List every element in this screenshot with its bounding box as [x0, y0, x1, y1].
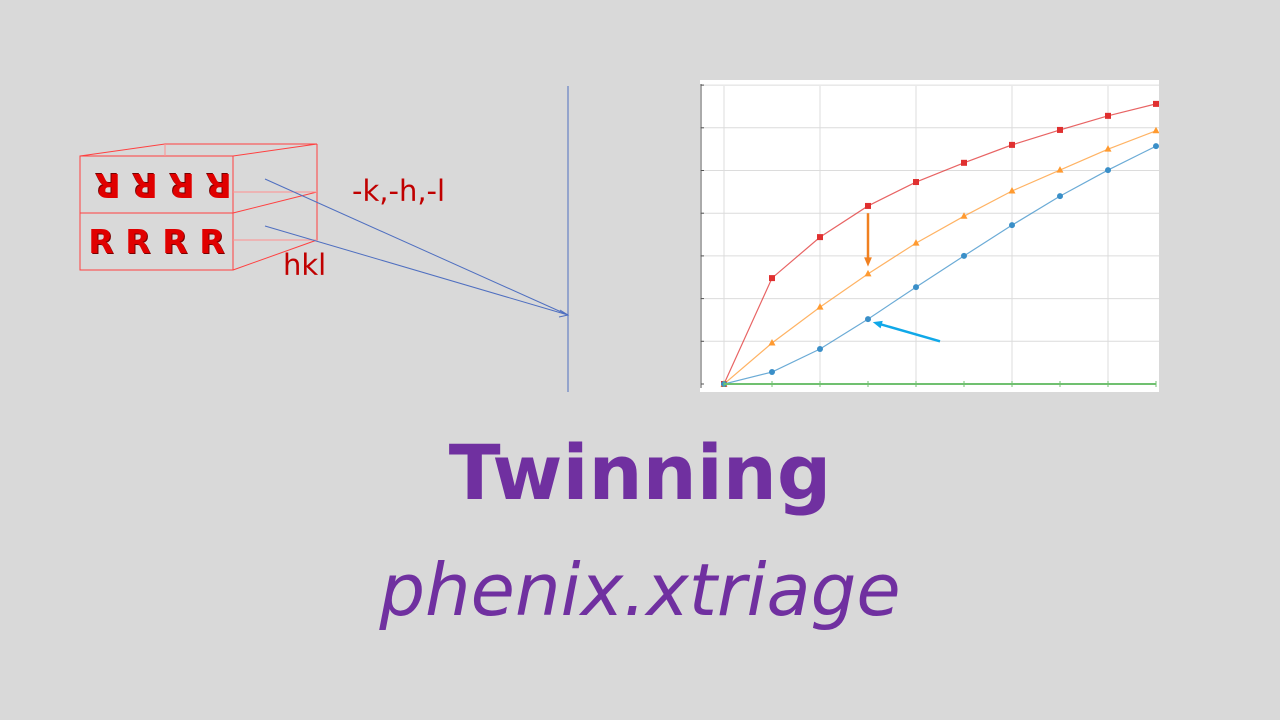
twin-domain-letters-flipped: R R R R — [94, 166, 233, 205]
data-point-circle — [961, 252, 967, 259]
data-point-triangle — [1104, 145, 1112, 152]
letter-r: R — [88, 222, 114, 261]
ray-main — [264, 225, 569, 316]
data-point-circle — [1009, 222, 1015, 229]
data-point-circle — [1153, 143, 1159, 150]
data-point-square — [769, 275, 775, 282]
data-point-triangle — [816, 303, 824, 310]
data-point-square — [1009, 141, 1015, 148]
data-point-triangle — [768, 339, 776, 346]
data-point-circle — [1057, 193, 1063, 200]
letter-r: R — [95, 166, 121, 205]
data-point-triangle — [1056, 166, 1064, 173]
crystal-top-face — [79, 143, 318, 157]
data-point-square — [1153, 100, 1159, 107]
data-point-square — [1057, 126, 1063, 133]
letter-r: R — [125, 222, 151, 261]
letter-r: R — [169, 166, 195, 205]
domain-letters: R R R R — [87, 222, 226, 261]
twin-crystal-diagram — [79, 86, 570, 392]
series-line — [723, 103, 1157, 385]
twin-index-label: -k,-h,-l — [352, 174, 446, 208]
data-point-triangle — [1152, 126, 1159, 134]
data-point-square — [865, 202, 871, 209]
slide-subtitle: phenix.xtriage — [379, 548, 901, 632]
letter-r: R — [162, 222, 188, 261]
crystal-side-boundary — [232, 191, 318, 214]
letter-r: R — [199, 222, 225, 261]
data-point-circle — [865, 316, 871, 323]
data-point-circle — [817, 345, 823, 352]
series-line — [723, 130, 1157, 385]
arrow-head — [872, 320, 883, 329]
annotation-arrow — [878, 322, 941, 343]
data-point-circle — [913, 284, 919, 291]
data-point-square — [1105, 112, 1111, 119]
data-point-square — [913, 179, 919, 186]
letter-r: R — [206, 166, 232, 205]
data-point-triangle — [1008, 186, 1016, 194]
data-point-square — [961, 159, 967, 166]
data-point-triangle — [864, 269, 872, 277]
arrow-head — [864, 257, 872, 267]
slide-title: Twinning — [448, 428, 832, 517]
data-point-square — [817, 234, 823, 241]
series-line — [723, 145, 1157, 385]
data-point-triangle — [912, 239, 920, 246]
data-point-circle — [1105, 167, 1111, 174]
index-label: hkl — [283, 248, 327, 282]
data-point-circle — [769, 369, 775, 376]
intensity-chart — [700, 80, 1159, 392]
data-point-triangle — [960, 212, 968, 219]
ray-twin — [264, 178, 569, 316]
letter-r: R — [132, 166, 158, 205]
